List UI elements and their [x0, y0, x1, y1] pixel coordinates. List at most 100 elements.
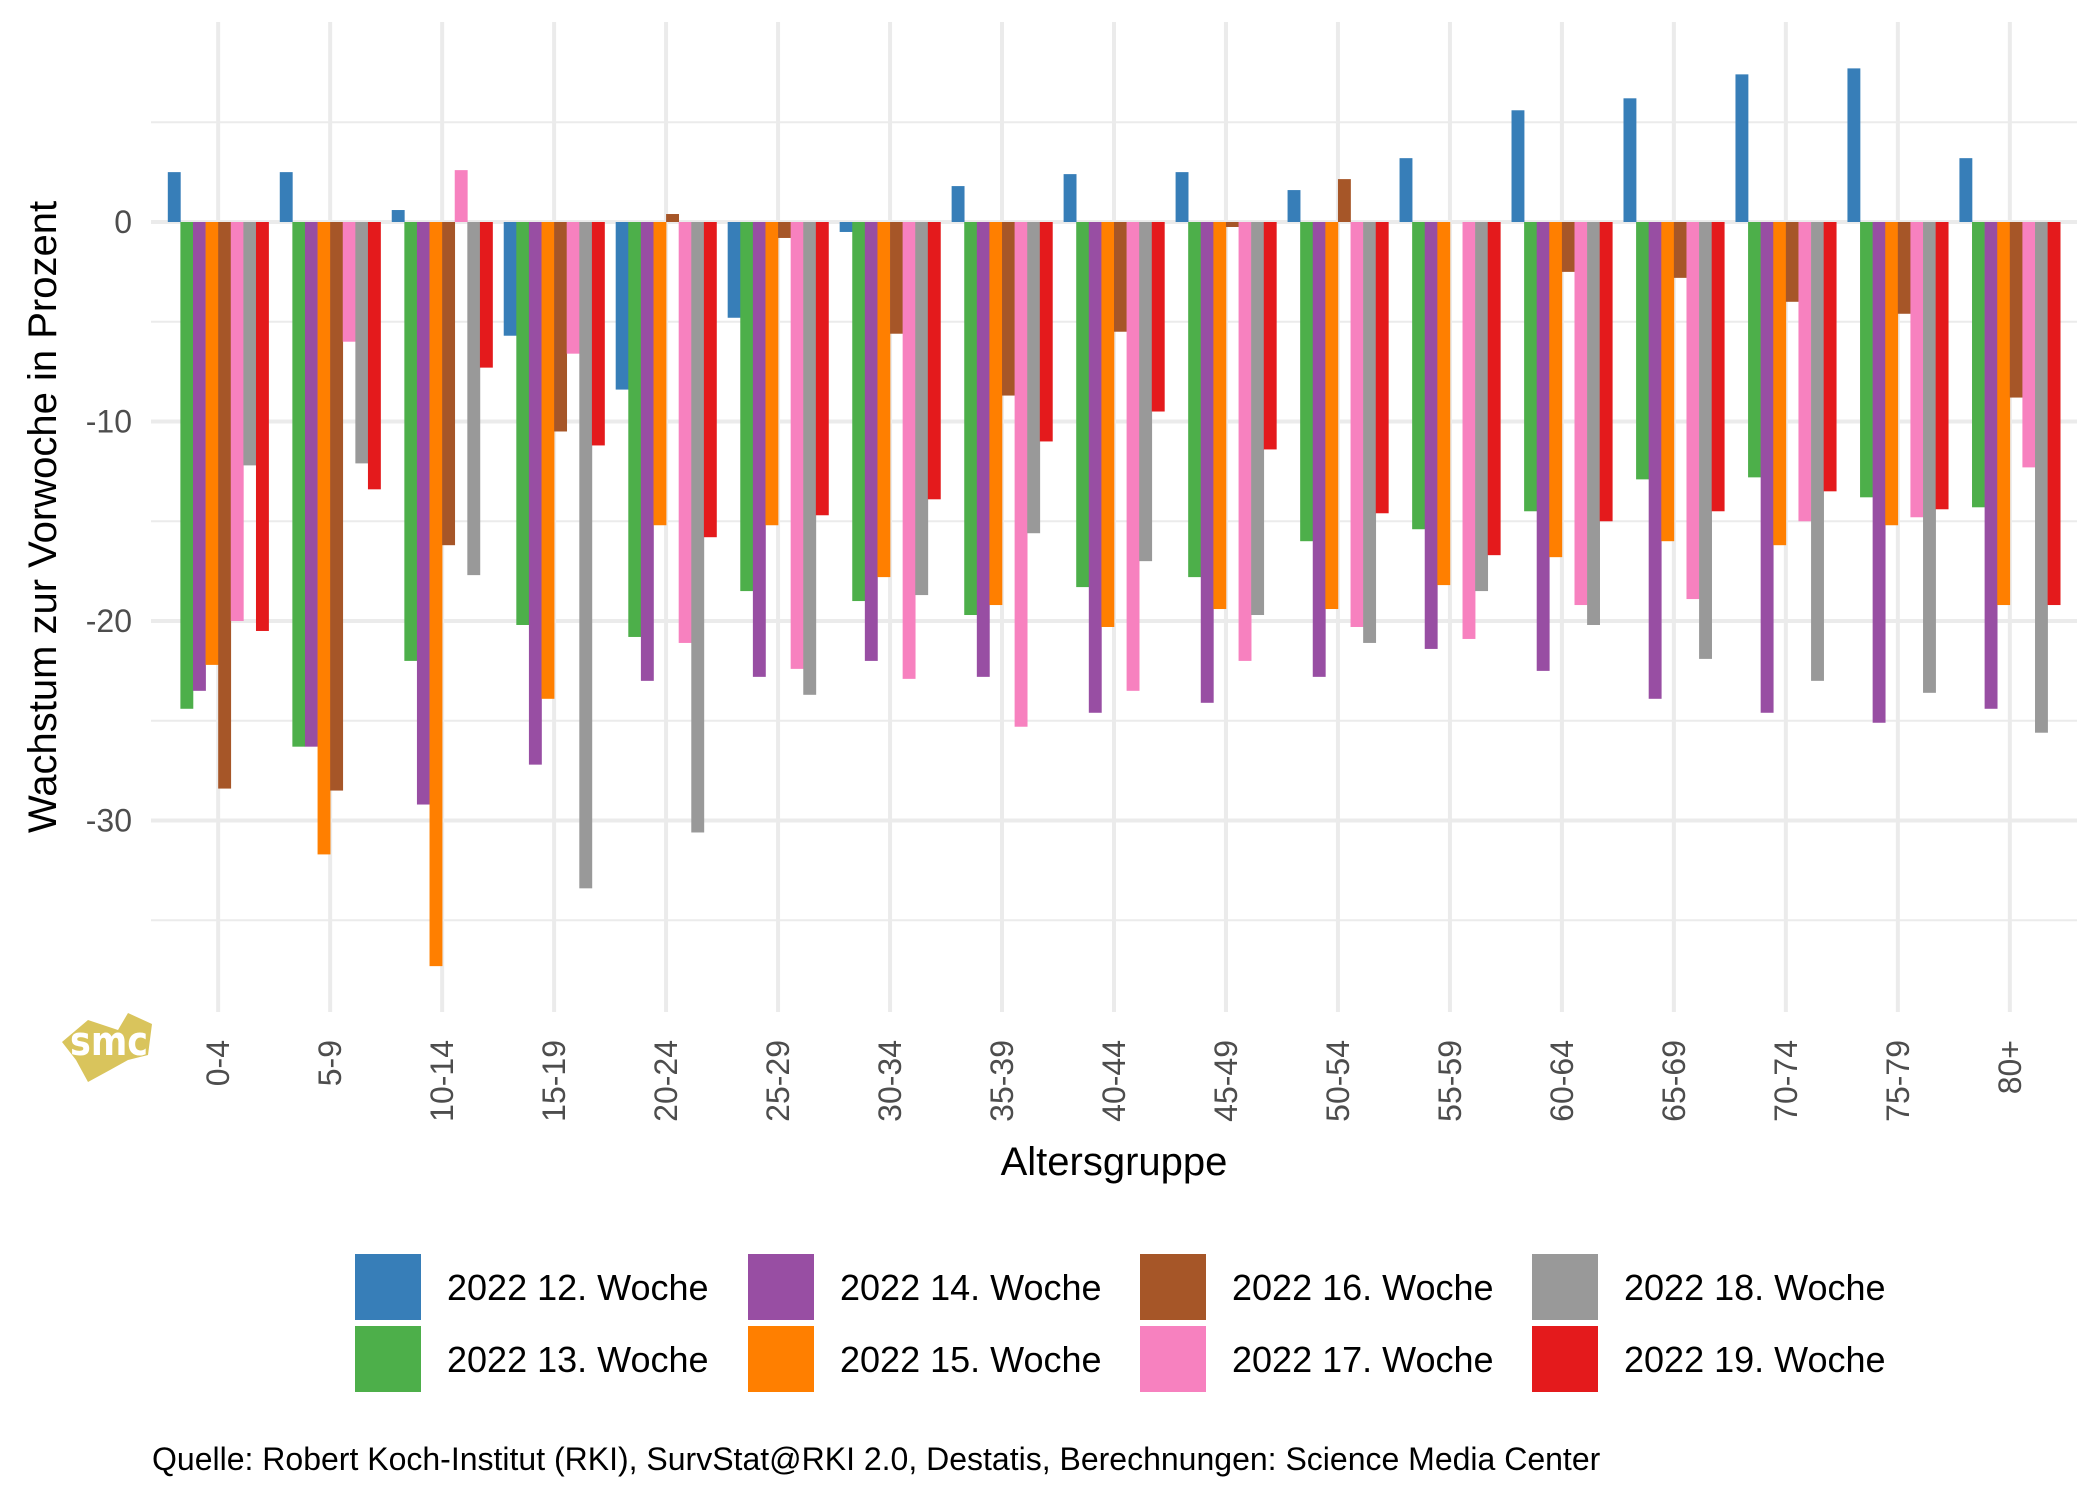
bar-30-34-2022-17-: [902, 222, 916, 679]
bar-55-59-2022-15-: [1437, 222, 1451, 586]
bar-65-69-2022-17-: [1686, 222, 1700, 600]
bar-80+-2022-16-: [2009, 222, 2023, 398]
bar-25-29-2022-16-: [778, 222, 791, 238]
bar-35-39-2022-12-: [951, 186, 965, 222]
legend-item: 2022 18. Woche: [1532, 1254, 1886, 1320]
bar-0-4-2022-12-: [167, 172, 181, 223]
x-tick-label: 40-44: [1096, 1040, 1132, 1122]
bar-50-54-2022-13-: [1300, 222, 1314, 542]
bar-50-54-2022-16-: [1337, 179, 1351, 222]
bar-65-69-2022-19-: [1711, 222, 1725, 512]
legend-label: 2022 15. Woche: [840, 1339, 1102, 1380]
bar-20-24-2022-19-: [703, 222, 717, 538]
x-tick-label: 75-79: [1880, 1040, 1916, 1122]
bar-55-59-2022-13-: [1412, 222, 1426, 530]
x-tick-label: 0-4: [200, 1040, 236, 1086]
bar-15-19-2022-13-: [516, 222, 530, 625]
bar-5-9-2022-15-: [317, 222, 331, 855]
bar-0-4-2022-13-: [180, 222, 194, 709]
bar-40-44-2022-15-: [1101, 222, 1115, 627]
x-tick-label: 15-19: [536, 1040, 572, 1122]
bar-20-24-2022-17-: [678, 222, 692, 643]
bar-70-74-2022-17-: [1798, 222, 1812, 522]
bar-25-29-2022-18-: [803, 222, 817, 695]
bar-80+-2022-19-: [2047, 222, 2061, 606]
x-axis-title: Altersgruppe: [1001, 1140, 1228, 1184]
legend-item: 2022 16. Woche: [1140, 1254, 1494, 1320]
bar-70-74-2022-14-: [1760, 222, 1774, 713]
bar-65-69-2022-14-: [1648, 222, 1662, 699]
legend-label: 2022 13. Woche: [447, 1339, 709, 1380]
bar-70-74-2022-13-: [1748, 222, 1761, 478]
y-axis-title: Wachstum zur Vorwoche in Prozent: [21, 201, 65, 833]
bar-65-69-2022-13-: [1636, 222, 1649, 480]
x-tick-label: 70-74: [1768, 1040, 1804, 1122]
bar-25-29-2022-19-: [815, 222, 829, 516]
bar-30-34-2022-15-: [877, 222, 891, 578]
y-tick-label: -30: [86, 803, 132, 839]
bar-50-54-2022-14-: [1312, 222, 1326, 677]
legend-label: 2022 19. Woche: [1624, 1339, 1886, 1380]
bar-40-44-2022-18-: [1139, 222, 1153, 562]
bar-15-19-2022-16-: [554, 222, 568, 432]
bar-75-79-2022-16-: [1897, 222, 1911, 314]
bar-35-39-2022-17-: [1014, 222, 1028, 727]
x-tick-label: 55-59: [1432, 1040, 1468, 1122]
legend-item: 2022 14. Woche: [748, 1254, 1102, 1320]
bar-15-19-2022-15-: [541, 222, 555, 699]
bar-10-14-2022-17-: [454, 170, 468, 222]
bar-20-24-2022-15-: [653, 222, 667, 526]
bar-0-4-2022-16-: [218, 222, 232, 789]
bar-40-44-2022-14-: [1088, 222, 1102, 713]
bar-15-19-2022-17-: [566, 222, 580, 354]
bar-60-64-2022-19-: [1599, 222, 1613, 522]
legend-key: [355, 1254, 421, 1320]
legend-key: [1532, 1254, 1598, 1320]
x-tick-label: 20-24: [648, 1040, 684, 1122]
bar-75-79-2022-12-: [1847, 68, 1861, 222]
legend-key: [748, 1254, 814, 1320]
bar-5-9-2022-16-: [330, 222, 344, 791]
bar-30-34-2022-13-: [852, 222, 866, 602]
bar-25-29-2022-17-: [790, 222, 804, 669]
bar-70-74-2022-12-: [1735, 74, 1749, 223]
legend-key: [1532, 1326, 1598, 1392]
source-caption: Quelle: Robert Koch-Institut (RKI), Surv…: [152, 1441, 1601, 1477]
bar-55-59-2022-14-: [1424, 222, 1438, 649]
series-17-woche: [230, 170, 2036, 727]
bar-45-49-2022-17-: [1238, 222, 1252, 661]
bar-0-4-2022-14-: [192, 222, 206, 691]
bar-20-24-2022-12-: [615, 222, 629, 390]
bar-80+-2022-12-: [1959, 158, 1973, 222]
bar-10-14-2022-12-: [391, 210, 405, 222]
series-13-woche: [180, 222, 1985, 747]
legend-item: 2022 17. Woche: [1140, 1326, 1494, 1392]
legend-label: 2022 14. Woche: [840, 1267, 1102, 1308]
bar-5-9-2022-14-: [304, 222, 318, 747]
bar-20-24-2022-14-: [640, 222, 654, 681]
bar-40-44-2022-16-: [1114, 222, 1127, 332]
bar-5-9-2022-19-: [367, 222, 381, 490]
bar-50-54-2022-19-: [1375, 222, 1389, 514]
smc-logo: smc: [62, 1013, 152, 1082]
bar-35-39-2022-16-: [1002, 222, 1015, 396]
bar-30-34-2022-18-: [915, 222, 929, 596]
x-tick-label: 5-9: [312, 1040, 348, 1086]
bar-35-39-2022-14-: [976, 222, 990, 677]
bar-10-14-2022-18-: [467, 222, 481, 576]
bar-35-39-2022-15-: [989, 222, 1003, 606]
bar-60-64-2022-18-: [1587, 222, 1600, 625]
x-tick-label: 65-69: [1656, 1040, 1692, 1122]
logo-text: smc: [70, 1019, 148, 1065]
bar-25-29-2022-13-: [740, 222, 754, 592]
bar-60-64-2022-16-: [1561, 222, 1575, 272]
legend-item: 2022 15. Woche: [748, 1326, 1102, 1392]
legend-key: [1140, 1254, 1206, 1320]
bar-55-59-2022-17-: [1462, 222, 1476, 639]
bar-5-9-2022-12-: [279, 172, 293, 223]
bar-25-29-2022-14-: [752, 222, 766, 677]
bar-45-49-2022-13-: [1188, 222, 1202, 578]
x-tick-label: 35-39: [984, 1040, 1020, 1122]
series-12-woche: [167, 68, 1973, 390]
x-tick-label: 80+: [1992, 1040, 2028, 1094]
